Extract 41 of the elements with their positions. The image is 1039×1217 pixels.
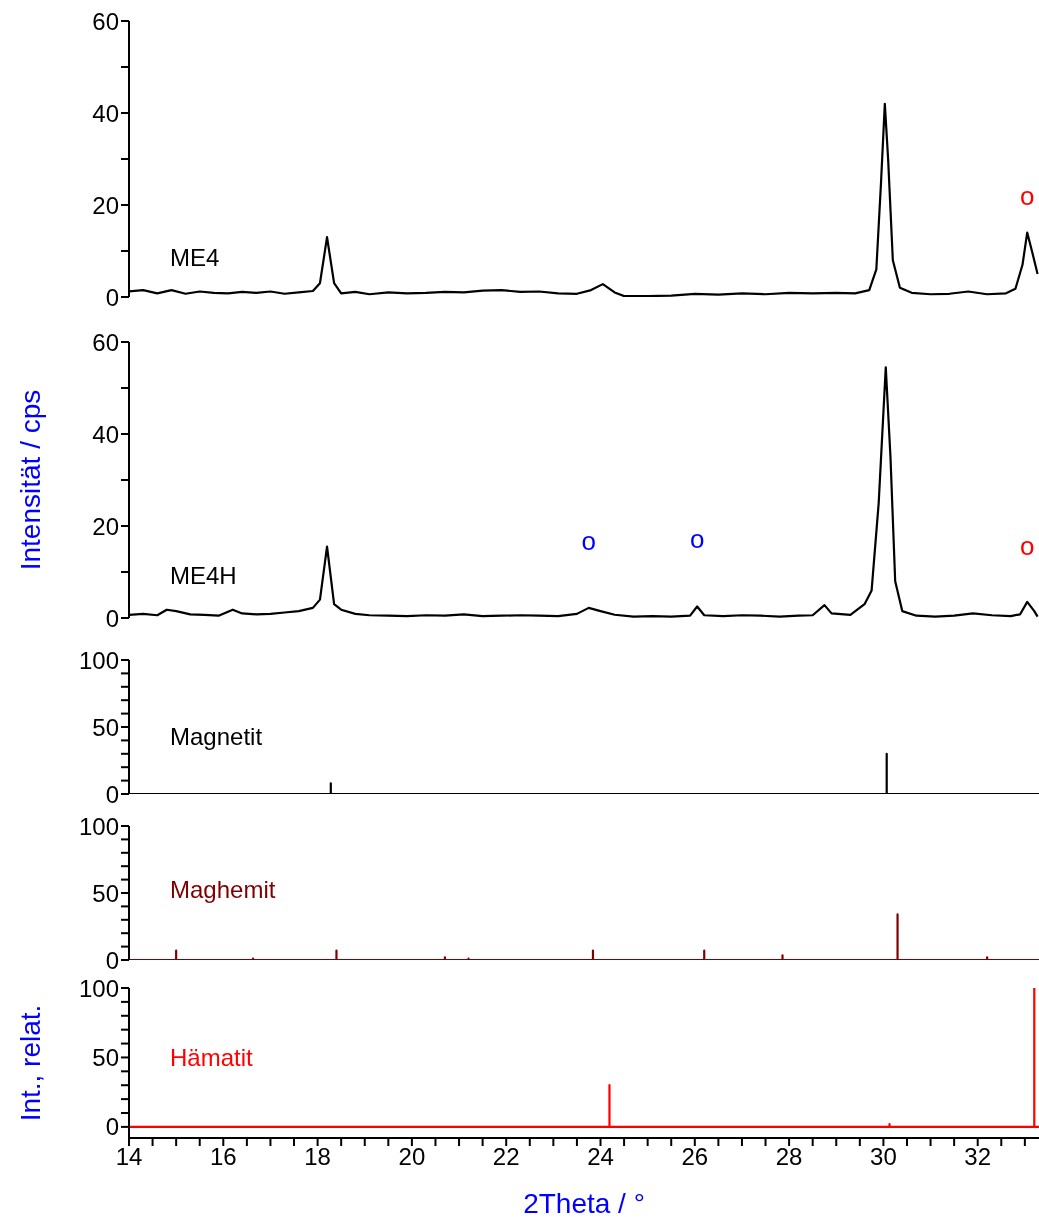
y-tick-label: 0 [105,780,119,808]
annotation: o [1019,530,1035,561]
x-tick-label: 20 [398,1143,426,1171]
y-axis-title: Intensität / cps [14,389,46,571]
y-tick-label: 50 [92,879,119,907]
y-tick-label: 0 [105,604,119,632]
y-tick-label: 20 [92,512,119,540]
y-tick-label: 0 [105,1113,119,1141]
y-tick-label: 100 [78,812,119,840]
y-tick-label: 40 [92,420,119,448]
series-label: Magnetit [170,722,263,752]
series-label: ME4H [170,561,237,591]
x-tick-label: 32 [964,1143,992,1171]
text: Hämatit [170,1043,253,1073]
x-tick-label: 14 [115,1143,143,1171]
x-axis-title: 2Theta / ° [523,1188,645,1217]
x-tick-label: 28 [775,1143,803,1171]
x-tick-label: 18 [304,1143,331,1171]
line-series [129,913,1039,960]
y-axis-title: Int., relat. [14,1004,46,1122]
y-tick-label: 50 [92,1043,119,1071]
y-tick-label: 40 [92,99,119,127]
annotation: o [1019,180,1035,211]
series-label: ME4 [170,243,220,273]
y-tick-label: 100 [78,646,119,674]
line-series [129,988,1039,1128]
x-tick-label: 16 [209,1143,237,1171]
x-tick-label: 30 [870,1143,897,1171]
y-tick-label: 100 [78,974,119,1002]
annotation: o [689,523,705,554]
y-tick-label: 0 [105,946,119,974]
y-tick-label: 20 [92,191,119,219]
y-tick-label: 60 [92,328,119,356]
y-tick-label: 50 [92,713,119,741]
y-tick-label: 0 [105,283,119,311]
y-tick-label: 60 [92,7,119,35]
annotation: o [581,525,596,556]
x-tick-label: 26 [681,1143,709,1171]
text: Maghemit [170,875,276,905]
x-tick-label: 24 [587,1143,614,1171]
x-tick-label: 22 [492,1143,520,1171]
